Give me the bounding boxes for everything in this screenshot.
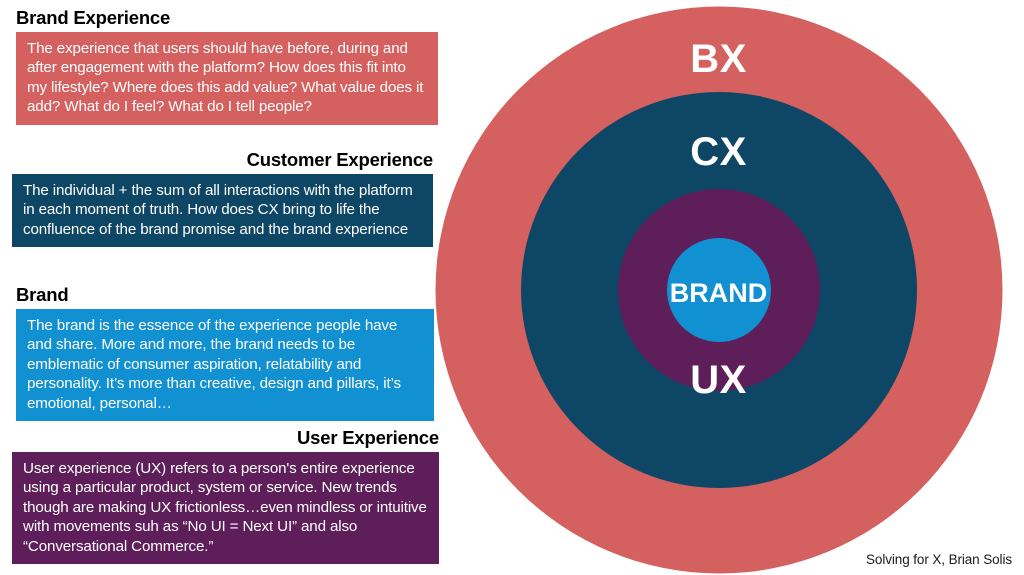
definition-block-customer-experience: Customer Experience The individual + the… [12,149,434,248]
definition-block-brand-experience: Brand Experience The experience that use… [16,8,438,125]
definition-title-customer-experience: Customer Experience [246,149,434,170]
definition-body-user-experience: User experience (UX) refers to a person'… [12,452,439,565]
ring-brand-core [666,237,771,342]
definition-body-customer-experience: The individual + the sum of all interact… [12,174,433,248]
ring-label-bx: BX [690,37,747,81]
definitions-column: Brand Experience The experience that use… [0,0,452,575]
definition-title-brand: Brand [16,284,69,305]
definition-title-brand-experience: Brand Experience [16,7,171,28]
ring-label-ux: UX [690,358,747,402]
ring-label-cx: CX [690,130,747,174]
footer-credit: Solving for X, Brian Solis [866,552,1012,567]
definition-title-user-experience: User Experience [296,427,439,448]
concentric-circles-diagram: BX CX BRAND UX [435,6,1002,573]
definition-block-brand: Brand The brand is the essence of the ex… [16,284,434,422]
definition-block-user-experience: User Experience User experience (UX) ref… [12,427,439,565]
ring-label-brand: BRAND [669,278,768,308]
definition-body-brand: The brand is the essence of the experien… [16,309,434,422]
definition-body-brand-experience: The experience that users should have be… [16,32,438,125]
